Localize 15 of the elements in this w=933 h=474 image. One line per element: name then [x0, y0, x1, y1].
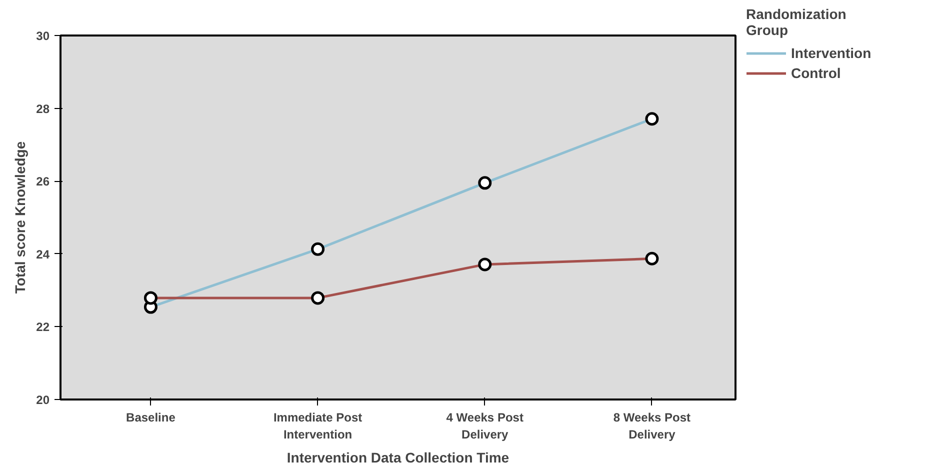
legend-title: Randomization Group [746, 6, 848, 38]
y-tick-label: 24 [36, 247, 50, 262]
legend-label: Control [791, 65, 841, 81]
y-tick-label: 28 [36, 102, 50, 116]
x-tick-label: Baseline [126, 410, 176, 424]
x-axis-title: Intervention Data Collection Time [286, 449, 510, 466]
y-axis-title: Total score Knowledge [12, 141, 28, 294]
x-tick-label: 8 Weeks Post Delivery [613, 410, 691, 442]
y-tick-label: 20 [36, 393, 50, 407]
legend-label: Intervention [791, 45, 872, 61]
y-tick-label: 26 [36, 174, 50, 189]
y-tick-label: 22 [36, 320, 50, 334]
y-tick-label: 30 [36, 29, 50, 43]
x-tick-label: Immediate Post Intervention [273, 410, 362, 442]
x-tick-label: 4 Weeks Post Delivery [446, 410, 524, 442]
